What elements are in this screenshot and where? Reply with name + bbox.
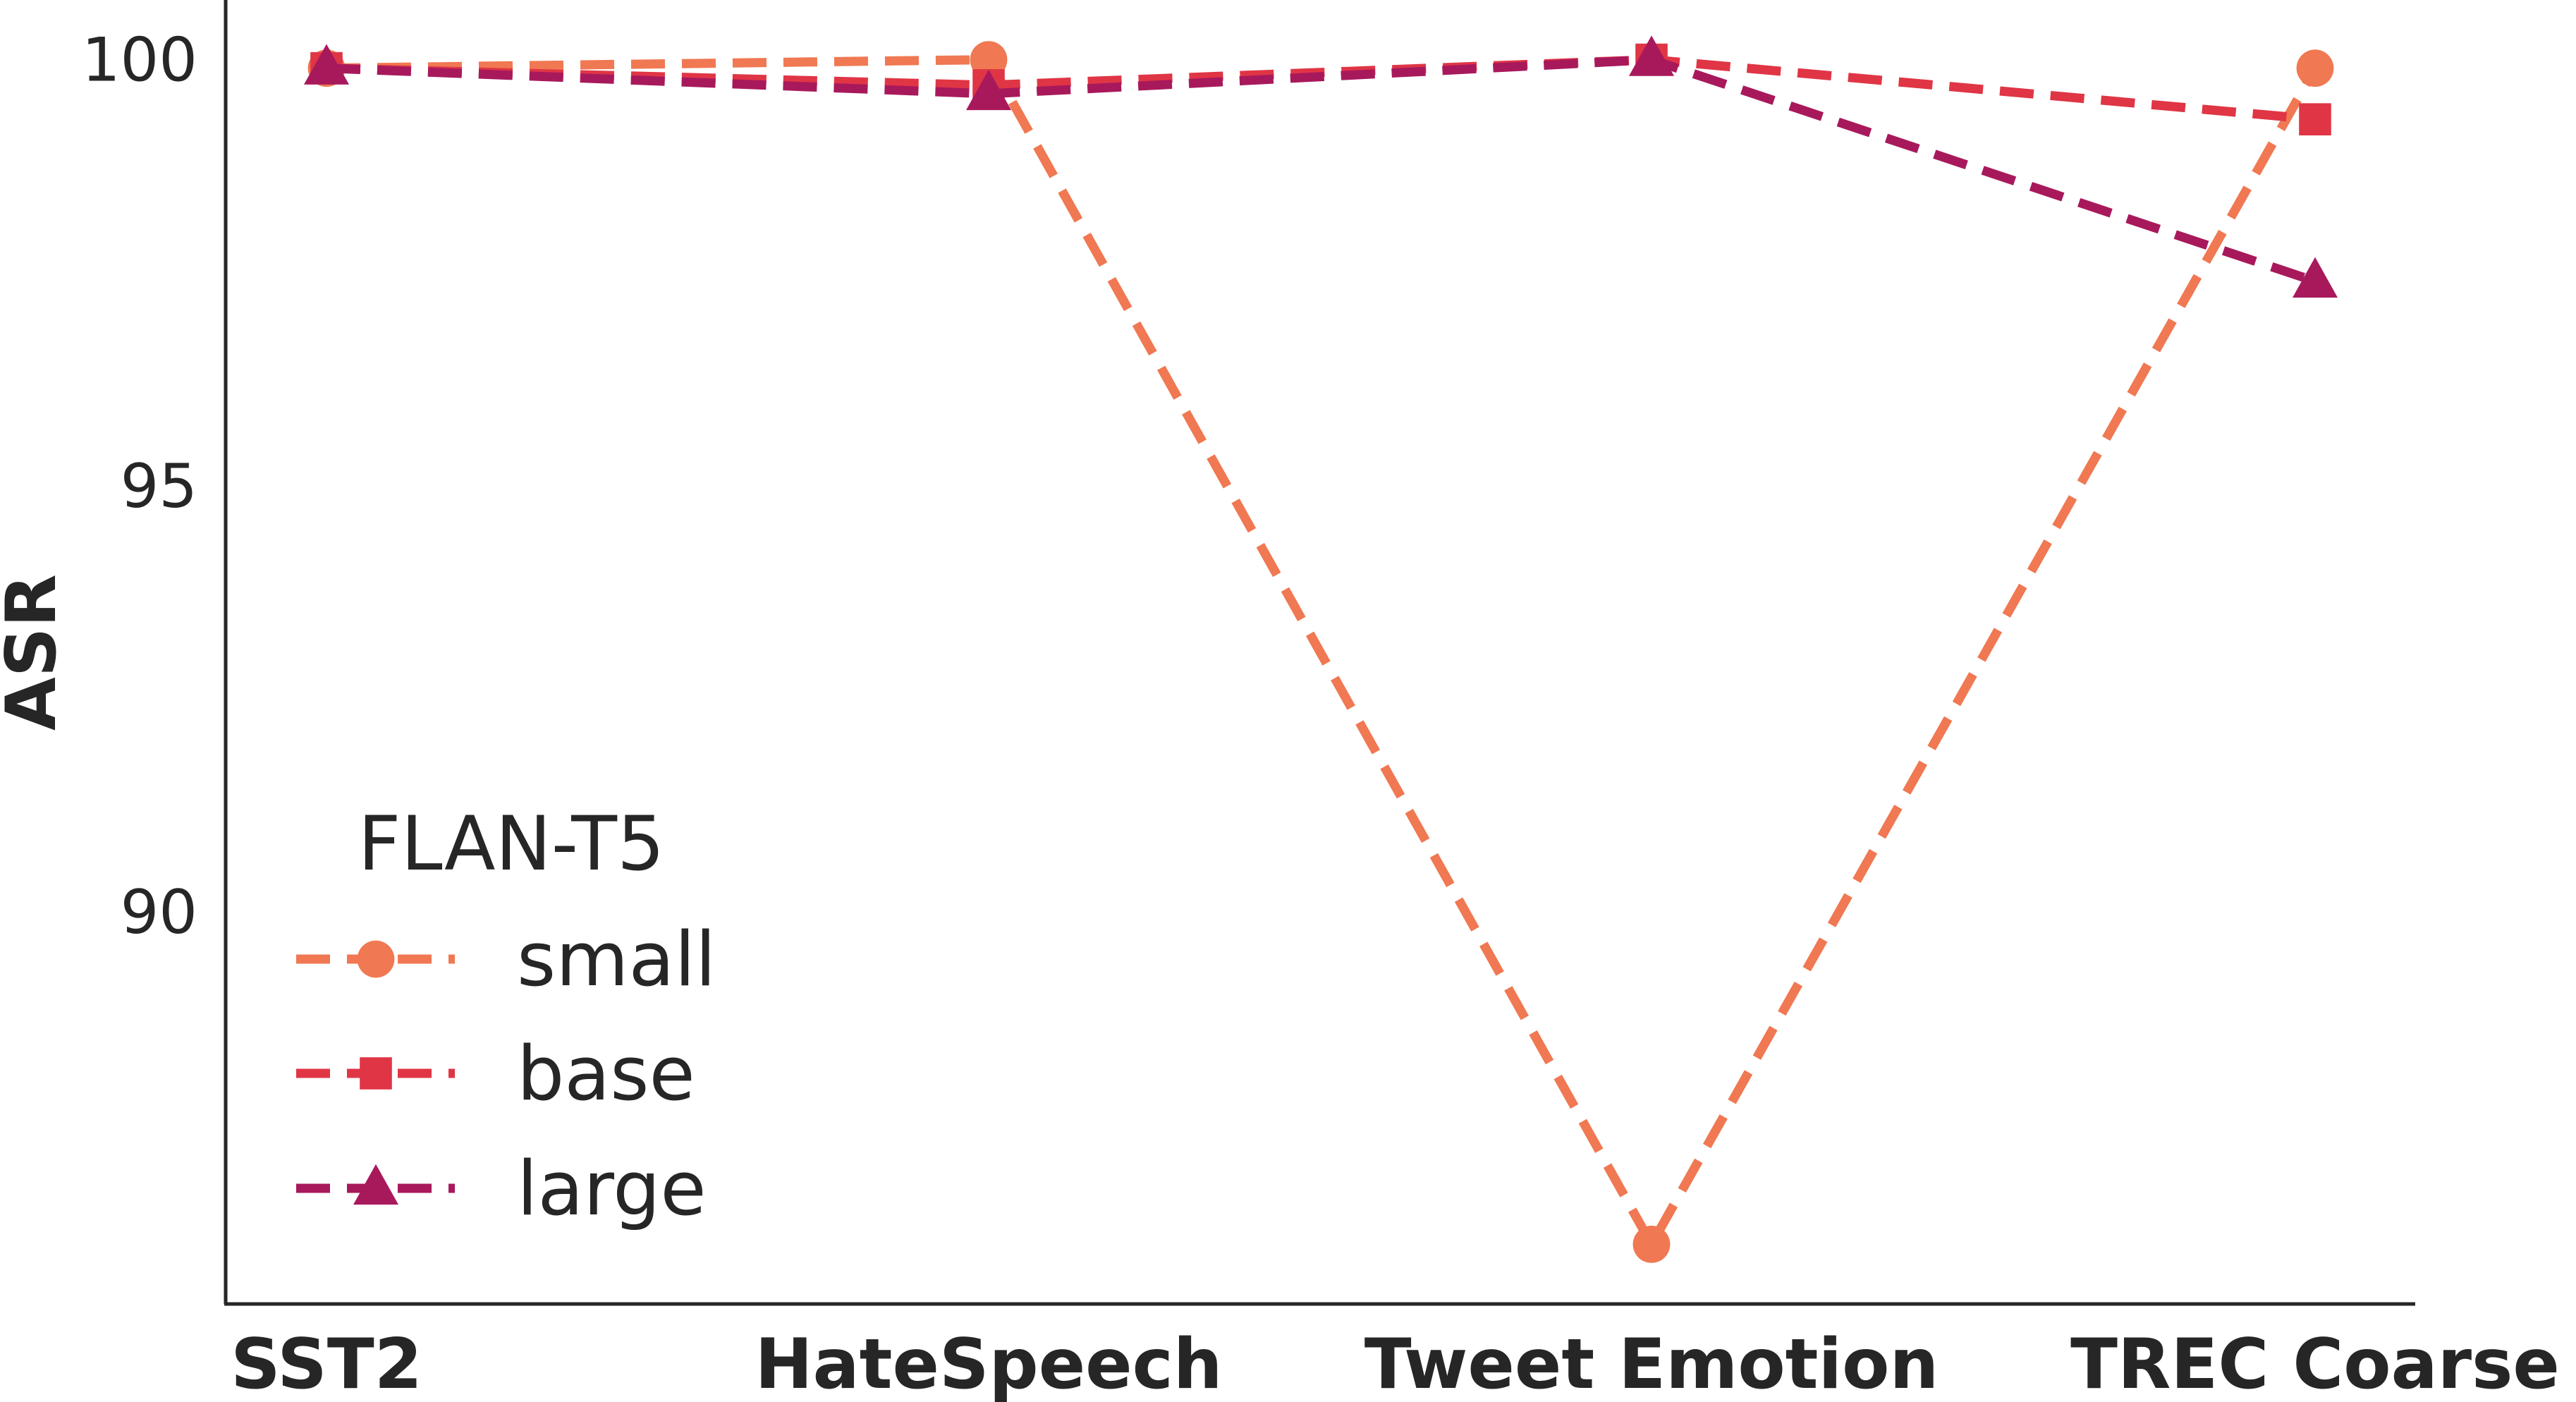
x-tick-label: TREC Coarse [2070,1324,2560,1402]
x-tick-label: Tweet Emotion [1365,1324,1939,1402]
x-tick-labels: SST2 HateSpeech Tweet Emotion TREC Coarse [231,1324,2560,1402]
legend-label-base: base [517,1030,695,1117]
data-point-base-3 [2299,103,2331,135]
legend-title: FLAN-T5 [358,800,665,887]
legend-item-small: small [296,916,716,1003]
data-point-small-2 [1633,1226,1671,1263]
series-line-base [326,60,2315,120]
series-base [310,44,2331,135]
legend-marker-small [358,941,395,978]
legend-label-large: large [517,1145,707,1232]
data-point-small-3 [2297,49,2334,87]
y-tick-label: 95 [121,451,197,522]
y-tick-labels: 90 95 100 [82,25,197,948]
legend-marker-base [360,1057,392,1090]
y-tick-label: 90 [121,877,197,948]
legend-label-small: small [517,916,716,1003]
legend-items: small base large [296,916,716,1232]
legend: FLAN-T5 small base large [296,800,716,1232]
x-tick-label: SST2 [231,1324,422,1402]
legend-item-base: base [296,1030,695,1117]
series-large [304,35,2338,298]
y-axis-label: ASR [0,574,72,731]
y-tick-label: 100 [82,25,197,96]
x-tick-label: HateSpeech [755,1324,1223,1402]
legend-item-large: large [296,1145,707,1232]
